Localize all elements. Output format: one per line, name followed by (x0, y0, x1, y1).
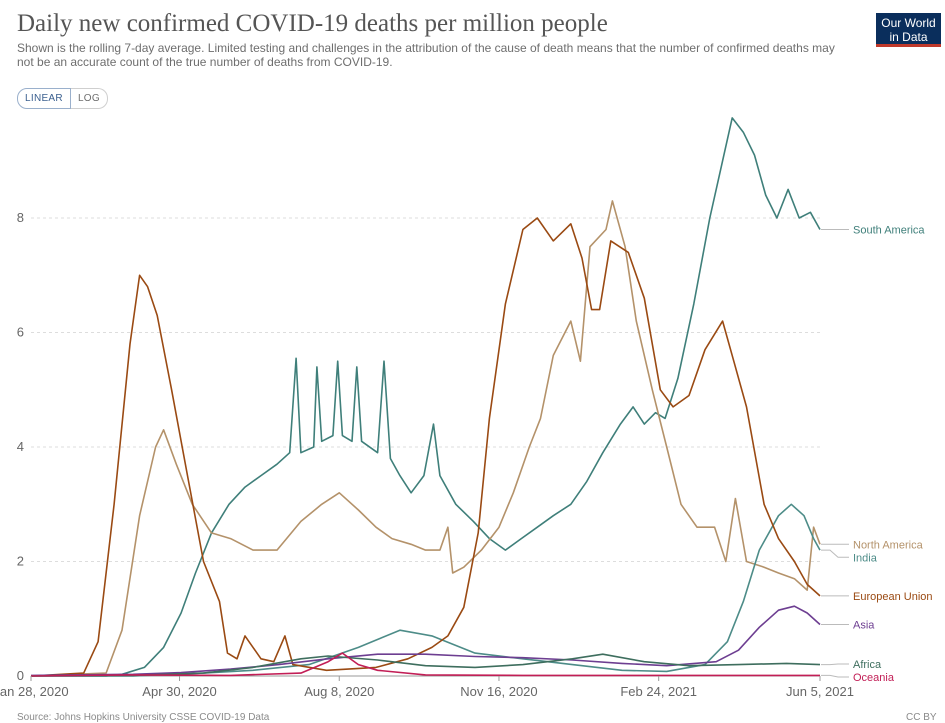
series-label-india: India (853, 552, 878, 564)
x-tick-label: Nov 16, 2020 (460, 684, 537, 699)
label-connector (821, 549, 849, 558)
series-line-oceania (30, 652, 820, 677)
series-label-north-america: North America (853, 539, 924, 551)
x-tick-label: Jun 5, 2021 (786, 684, 854, 699)
log-scale-button[interactable]: LOG (70, 88, 108, 109)
y-tick-label: 8 (17, 210, 24, 225)
label-connector (821, 663, 849, 666)
series-line-european-union (30, 217, 821, 677)
y-tick-label: 2 (17, 554, 24, 569)
grid-lines (31, 217, 820, 677)
series-label-south-america: South America (853, 224, 925, 236)
owid-logo[interactable]: Our World in Data (876, 13, 941, 47)
y-tick-label: 4 (17, 439, 24, 454)
linear-scale-button[interactable]: LINEAR (17, 88, 71, 109)
series-lines (30, 117, 821, 677)
chart-title: Daily new confirmed COVID-19 deaths per … (17, 10, 608, 37)
logo-line1: Our World (881, 16, 936, 30)
series-line-africa (30, 653, 821, 677)
scale-toggle: LINEAR LOG (17, 88, 108, 109)
series-line-india (31, 503, 821, 677)
x-tick-label: Aug 8, 2020 (304, 684, 374, 699)
series-line-north-america (30, 200, 821, 677)
x-tick-label: Feb 24, 2021 (620, 684, 697, 699)
y-tick-label: 6 (17, 325, 24, 340)
series-line-south-america (31, 117, 821, 677)
chart-subtitle: Shown is the rolling 7-day average. Limi… (17, 41, 835, 69)
y-tick-label: 0 (17, 668, 24, 683)
series-label-asia: Asia (853, 619, 875, 631)
label-connector (821, 674, 849, 678)
source-note: Source: Johns Hopkins University CSSE CO… (17, 712, 270, 723)
x-tick-label: Apr 30, 2020 (142, 684, 216, 699)
series-label-oceania: Oceania (853, 672, 895, 684)
series-label-africa: Africa (853, 659, 882, 671)
series-label-european-union: European Union (853, 591, 933, 603)
axes: 0 2 4 6 8 Jan 28, 2020 Apr 30, 2020 Aug 8, 2020… (0, 210, 854, 699)
license-link[interactable]: CC BY (906, 712, 937, 723)
x-tick-label: Jan 28, 2020 (0, 684, 69, 699)
logo-line2: in Data (889, 30, 928, 44)
